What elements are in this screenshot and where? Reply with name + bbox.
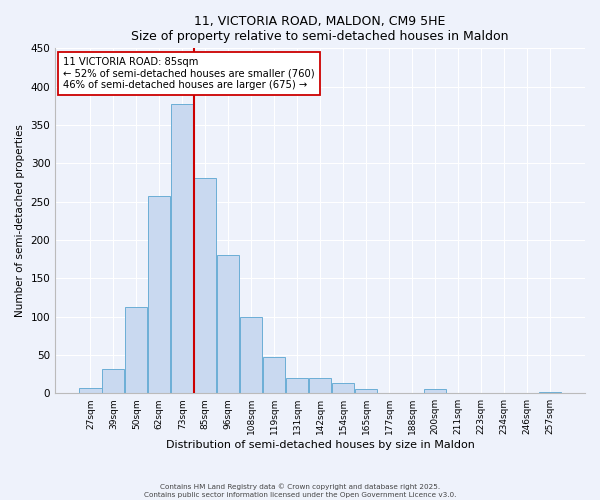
Bar bbox=[355, 390, 377, 393]
Bar bbox=[332, 383, 354, 393]
Text: Contains HM Land Registry data © Crown copyright and database right 2025.
Contai: Contains HM Land Registry data © Crown c… bbox=[144, 484, 456, 498]
Bar bbox=[125, 306, 148, 393]
Bar bbox=[217, 256, 239, 393]
Bar bbox=[79, 388, 101, 393]
Title: 11, VICTORIA ROAD, MALDON, CM9 5HE
Size of property relative to semi-detached ho: 11, VICTORIA ROAD, MALDON, CM9 5HE Size … bbox=[131, 15, 509, 43]
Bar bbox=[240, 316, 262, 393]
Bar bbox=[424, 388, 446, 393]
Bar bbox=[171, 104, 193, 393]
Bar bbox=[148, 196, 170, 393]
Bar bbox=[286, 378, 308, 393]
Bar bbox=[309, 378, 331, 393]
Y-axis label: Number of semi-detached properties: Number of semi-detached properties bbox=[15, 124, 25, 317]
Bar bbox=[194, 178, 217, 393]
Bar bbox=[102, 368, 124, 393]
Bar bbox=[539, 392, 561, 393]
Text: 11 VICTORIA ROAD: 85sqm
← 52% of semi-detached houses are smaller (760)
46% of s: 11 VICTORIA ROAD: 85sqm ← 52% of semi-de… bbox=[63, 57, 315, 90]
X-axis label: Distribution of semi-detached houses by size in Maldon: Distribution of semi-detached houses by … bbox=[166, 440, 475, 450]
Bar bbox=[263, 357, 285, 393]
